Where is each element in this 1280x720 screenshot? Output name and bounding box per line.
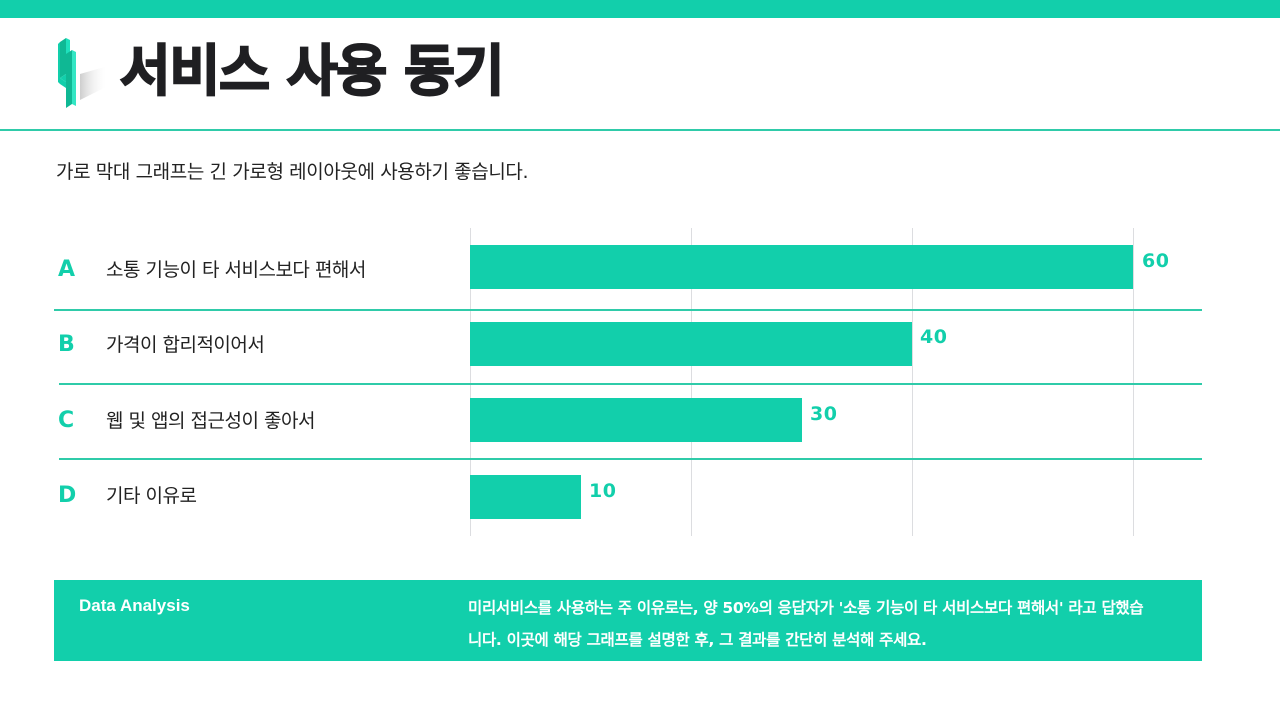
row-label-b: 가격이 합리적이어서	[106, 334, 265, 356]
isometric-step-icon	[58, 38, 108, 108]
data-analysis-box: Data Analysis 미리서비스를 사용하는 주 이유로는, 양 50%의…	[54, 580, 1202, 661]
row-letter-b: B	[58, 332, 75, 357]
row-label-d: 기타 이유로	[106, 485, 197, 507]
row-divider	[54, 309, 1202, 311]
data-analysis-text: 미리서비스를 사용하는 주 이유로는, 양 50%의 응답자가 '소통 기능이 …	[468, 599, 1144, 649]
row-letter-d: D	[58, 483, 77, 508]
row-label-a: 소통 기능이 타 서비스보다 편해서	[106, 259, 366, 281]
bar-value-c: 30	[810, 403, 838, 425]
bar-b	[470, 322, 912, 366]
gridline-40	[912, 228, 913, 536]
bar-c	[470, 398, 802, 442]
page-title: 서비스 사용 동기	[119, 38, 506, 104]
row-label-c: 웹 및 앱의 접근성이 좋아서	[106, 410, 315, 432]
bar-d	[470, 475, 581, 519]
bar-value-d: 10	[589, 480, 617, 502]
data-analysis-title: Data Analysis	[79, 596, 190, 615]
bar-value-b: 40	[920, 326, 948, 348]
gridline-60	[1133, 228, 1134, 536]
row-letter-c: C	[58, 408, 75, 433]
row-letter-a: A	[58, 257, 76, 282]
row-divider	[59, 383, 1202, 385]
bar-a	[470, 245, 1133, 289]
gridline-0	[470, 228, 471, 536]
gridline-20	[691, 228, 692, 536]
subtitle: 가로 막대 그래프는 긴 가로형 레이아웃에 사용하기 좋습니다.	[56, 161, 529, 183]
title-divider	[0, 129, 1280, 131]
top-accent-bar	[0, 0, 1280, 18]
bar-value-a: 60	[1142, 250, 1170, 272]
row-divider	[59, 458, 1202, 460]
